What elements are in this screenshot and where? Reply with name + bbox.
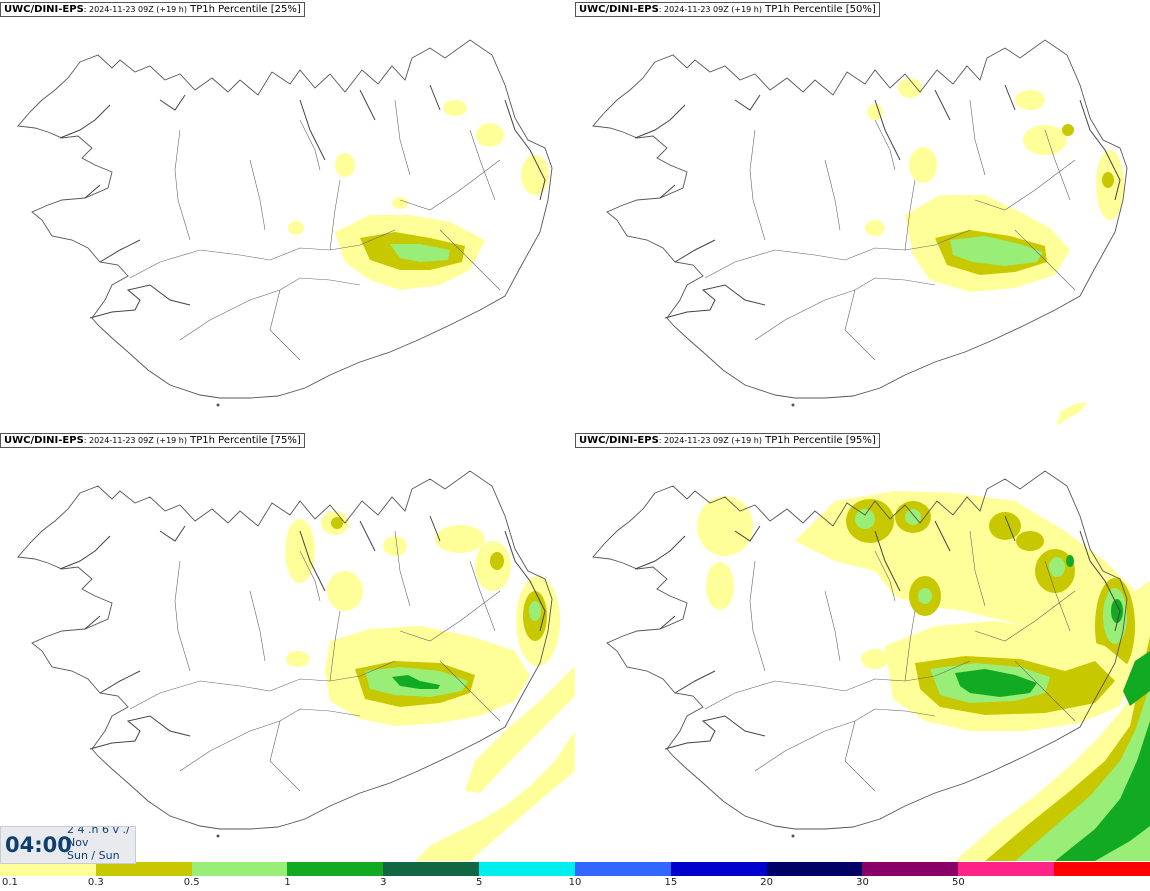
precip-map (17, 39, 553, 407)
color-scale-bar (0, 862, 1150, 876)
map-panel-95: UWC/DINI-EPS: 2024-11-23 09Z (+19 h) TP1… (575, 431, 1150, 861)
panel-field: TP1h Percentile [25%] (186, 4, 301, 15)
precip-shading (285, 511, 575, 861)
map-panel-25: UWC/DINI-EPS: 2024-11-23 09Z (+19 h) TP1… (0, 0, 575, 430)
color-scale-tick-label: 0.1 (2, 877, 18, 888)
valid-date: 2 4 .n 6 v ./ Nov Sun / Sun (67, 826, 130, 862)
color-scale-ticks: 0.1 0.3 0.5 1 3 5 10 15 20 30 50 (0, 877, 1150, 891)
color-scale-segment (479, 862, 575, 876)
precip-map (592, 39, 1128, 426)
valid-time-box: 04:00 2 4 .n 6 v ./ Nov Sun / Sun (0, 826, 136, 864)
panel-run: : 2024-11-23 09Z (+19 h) (83, 5, 187, 14)
panel-source: UWC/DINI-EPS (579, 4, 659, 15)
precip-shading (288, 100, 549, 290)
precip-shading (865, 78, 1124, 426)
panel-run: : 2024-11-23 09Z (+19 h) (658, 436, 762, 445)
precip-shading (697, 491, 1150, 861)
panel-field: TP1h Percentile [75%] (186, 435, 301, 446)
color-scale-segment (0, 862, 96, 876)
panel-source: UWC/DINI-EPS (579, 435, 659, 446)
color-scale-tick-label: 20 (760, 877, 774, 888)
color-scale-segment (191, 862, 288, 876)
valid-time: 04:00 (5, 833, 72, 857)
color-scale-tick-label: 0.5 (183, 877, 200, 888)
color-scale-segment (958, 862, 1055, 876)
panel-title: UWC/DINI-EPS: 2024-11-23 09Z (+19 h) TP1… (575, 2, 880, 17)
date-line-1: 2 4 .n 6 v ./ (67, 826, 130, 836)
map-panel-50: UWC/DINI-EPS: 2024-11-23 09Z (+19 h) TP1… (575, 0, 1150, 430)
color-scale-segment (383, 862, 480, 876)
map-panel-75: UWC/DINI-EPS: 2024-11-23 09Z (+19 h) TP1… (0, 431, 575, 861)
color-scale-segment (574, 862, 671, 876)
color-scale-tick-label: 5 (475, 877, 483, 888)
color-scale-segment (670, 862, 767, 876)
color-scale-segment (287, 862, 384, 876)
color-scale-segment (1054, 862, 1150, 876)
color-scale-tick-label: 10 (568, 877, 582, 888)
color-scale-tick-label: 0.3 (87, 877, 104, 888)
color-scale-tick-label: 1 (284, 877, 291, 888)
color-scale-tick-label: 15 (664, 877, 678, 888)
panel-title: UWC/DINI-EPS: 2024-11-23 09Z (+19 h) TP1… (0, 2, 305, 17)
panel-source: UWC/DINI-EPS (4, 4, 84, 15)
panel-title: UWC/DINI-EPS: 2024-11-23 09Z (+19 h) TP1… (0, 433, 305, 448)
color-scale-tick-label: 50 (951, 877, 965, 888)
color-scale-tick-label: 3 (380, 877, 387, 888)
date-line-3: Sun / Sun (67, 849, 120, 862)
panel-field: TP1h Percentile [50%] (761, 4, 876, 15)
precip-map (592, 470, 1150, 861)
panel-source: UWC/DINI-EPS (4, 435, 84, 446)
panel-run: : 2024-11-23 09Z (+19 h) (658, 5, 762, 14)
precip-map (17, 470, 575, 861)
color-scale-segment (95, 862, 192, 876)
color-scale-segment (862, 862, 959, 876)
panel-field: TP1h Percentile [95%] (761, 435, 876, 446)
panel-title: UWC/DINI-EPS: 2024-11-23 09Z (+19 h) TP1… (575, 433, 880, 448)
color-scale-tick-label: 30 (856, 877, 869, 888)
panel-run: : 2024-11-23 09Z (+19 h) (83, 436, 187, 445)
date-line-2: Nov (67, 836, 89, 849)
color-scale-segment (766, 862, 863, 876)
